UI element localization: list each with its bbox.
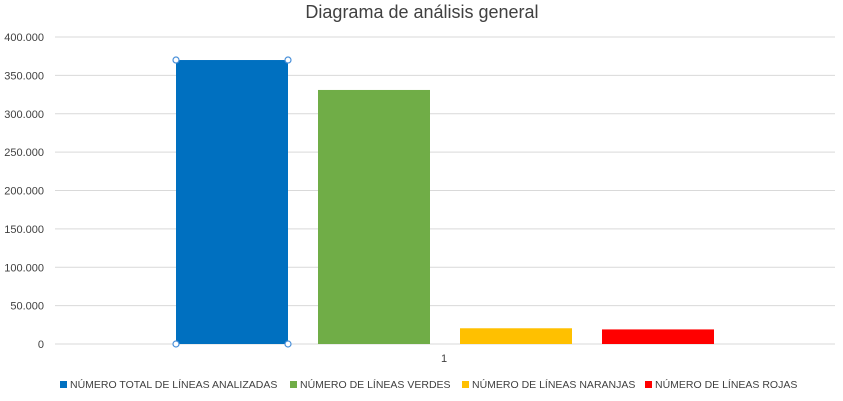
y-tick-label: 200.000 — [4, 186, 44, 198]
legend-label: NÚMERO TOTAL DE LÍNEAS ANALIZADAS — [70, 378, 277, 391]
legend-swatch — [462, 381, 469, 388]
selection-handle[interactable] — [172, 340, 180, 348]
legend-label: NÚMERO DE LÍNEAS ROJAS — [655, 378, 797, 391]
selection-handle[interactable] — [284, 340, 292, 348]
bar-3[interactable] — [460, 328, 572, 344]
legend-swatch — [290, 381, 297, 388]
x-tick-label: 1 — [441, 353, 447, 365]
bar-1[interactable] — [176, 60, 288, 345]
selection-handle[interactable] — [284, 56, 292, 64]
legend-label: NÚMERO DE LÍNEAS VERDES — [300, 378, 451, 391]
y-tick-label: 0 — [38, 339, 44, 351]
legend-swatch — [645, 381, 652, 388]
y-tick-label: 400.000 — [4, 32, 44, 44]
y-axis-ticks: 0 50.000 100.000 150.000 200.000 250.000 300.0… — [4, 32, 44, 351]
x-axis-ticks: 1 — [441, 353, 447, 365]
bars — [172, 56, 714, 348]
legend-swatch — [60, 381, 67, 388]
y-tick-label: 100.000 — [4, 262, 44, 274]
y-tick-label: 350.000 — [4, 70, 44, 82]
y-tick-label: 300.000 — [4, 109, 44, 121]
y-tick-label: 250.000 — [4, 147, 44, 159]
legend-label: NÚMERO DE LÍNEAS NARANJAS — [472, 378, 635, 391]
selection-handle[interactable] — [172, 56, 180, 64]
y-tick-label: 150.000 — [4, 224, 44, 236]
bar-4[interactable] — [602, 329, 714, 344]
bar-2[interactable] — [318, 89, 430, 345]
legend: NÚMERO TOTAL DE LÍNEAS ANALIZADAS NÚMERO … — [60, 378, 797, 391]
y-tick-label: 50.000 — [10, 301, 44, 313]
gridlines — [55, 36, 835, 345]
chart-title: Diagrama de análisis general — [305, 2, 538, 22]
